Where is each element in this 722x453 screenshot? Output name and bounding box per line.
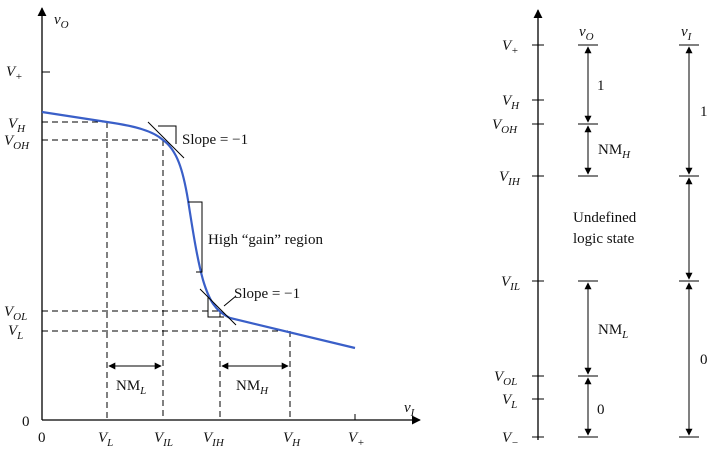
scale-label-vplus: V+ (502, 38, 519, 57)
x-tick-label-vil: VIL (154, 430, 173, 449)
nmh-label: NMH (236, 378, 269, 397)
scale-label-vol: VOL (494, 369, 517, 388)
vi-one-label: 1 (700, 104, 708, 120)
y-tick-label-vl: VL (8, 323, 23, 342)
logic-level-scale: V+ VH VOH VIH VIL VOL VL V− vO vI 1 NMH … (492, 9, 708, 449)
vo-one-label: 1 (597, 78, 605, 94)
y-tick-label-zero: 0 (22, 414, 30, 430)
undefined-label-line1: Undefined (573, 210, 637, 226)
y-tick-label-vol: VOL (4, 304, 27, 323)
vo-nmh-label: NMH (598, 142, 631, 161)
vo-column (578, 44, 598, 438)
x-tick-label-zero: 0 (38, 430, 46, 446)
slope-lower-leader (223, 295, 237, 307)
column-header-vo: vO (579, 24, 594, 43)
y-tick-label-vh: VH (8, 116, 26, 135)
gain-region-label: High “gain” region (208, 232, 323, 248)
dashed-guides (42, 121, 291, 420)
tangent-upper (147, 121, 185, 159)
scale-label-vih: VIH (499, 169, 521, 188)
y-tick-label-vplus: V+ (6, 64, 23, 83)
undefined-label-line2: logic state (573, 231, 635, 247)
slope-bracket-lower (207, 297, 224, 318)
x-tick-label-vh: VH (283, 430, 301, 449)
vi-zero-label: 0 (700, 352, 708, 368)
nml-label: NML (116, 378, 146, 397)
slope-lower-label: Slope = −1 (234, 286, 300, 302)
column-header-vi: vI (681, 24, 693, 43)
transfer-curve (41, 110, 356, 350)
scale-label-vminus: V− (502, 430, 519, 449)
vi-column (679, 44, 699, 438)
x-axis-label: vI (404, 400, 416, 419)
slope-upper-label: Slope = −1 (182, 132, 248, 148)
y-tick-label-voh: VOH (4, 133, 30, 152)
scale-label-vil: VIL (501, 274, 520, 293)
tangent-lower (199, 288, 237, 326)
scale-label-vh: VH (502, 93, 520, 112)
x-tick-label-vplus: V+ (348, 430, 365, 449)
scale-label-voh: VOH (492, 117, 518, 136)
x-tick-label-vl: VL (98, 430, 113, 449)
vo-zero-label: 0 (597, 402, 605, 418)
vo-nml-label: NML (598, 322, 628, 341)
gain-bracket (188, 201, 203, 273)
x-tick-label-vih: VIH (203, 430, 225, 449)
scale-label-vl: VL (502, 392, 517, 411)
scale-ticks (532, 44, 544, 438)
y-axis-label: vO (54, 12, 69, 31)
transfer-characteristic-plot: vO vI V+ VH VOH VOL VL 0 0 VL VIL VIH VH… (4, 7, 421, 449)
slope-bracket-upper (158, 125, 177, 144)
